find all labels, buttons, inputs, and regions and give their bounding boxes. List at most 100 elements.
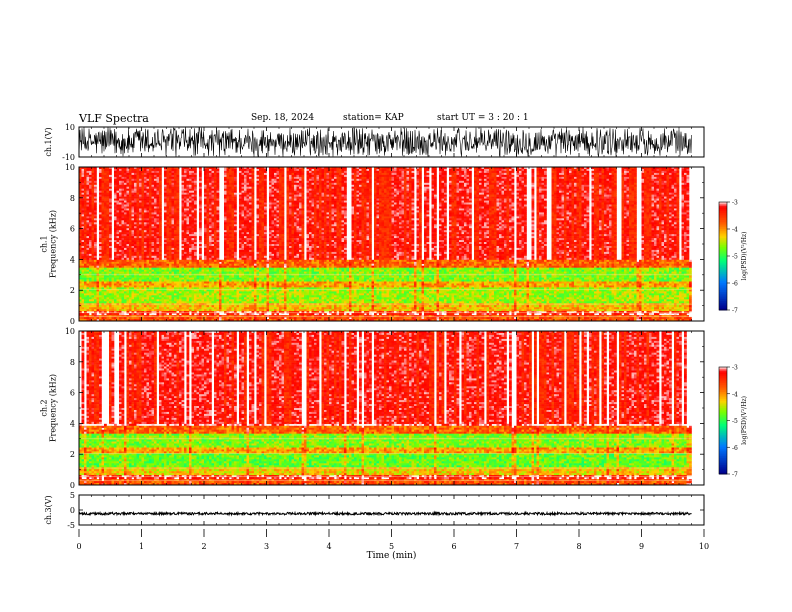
spectrogram-cell <box>84 189 87 191</box>
spectrogram-cell <box>112 303 115 305</box>
spectrogram-cell <box>87 218 90 220</box>
spectrogram-cell <box>84 299 87 301</box>
spectrogram-cell <box>92 264 95 266</box>
spectrogram-cell <box>87 189 90 191</box>
spectrogram-cell <box>97 317 100 319</box>
spectrogram-cell <box>92 205 95 207</box>
spectrogram-cell <box>102 226 105 228</box>
spectrogram-cell <box>109 222 112 224</box>
spectrogram-cell <box>114 289 117 291</box>
spectrogram-cell <box>99 230 102 232</box>
spectrogram-cell <box>104 195 107 197</box>
spectrogram-cell <box>107 236 110 238</box>
spectrogram-cell <box>92 234 95 236</box>
spectrogram-cell <box>114 313 117 315</box>
spectrogram-cell <box>109 299 112 301</box>
spectrogram-cell <box>89 299 92 301</box>
spectrogram-cell <box>89 248 92 250</box>
spectrogram-cell <box>92 309 95 311</box>
spectrogram-cell <box>94 187 97 189</box>
spectrogram-cell <box>89 295 92 297</box>
spectrogram-cell <box>89 218 92 220</box>
spectrogram-cell <box>84 295 87 297</box>
spectrogram-cell <box>82 173 85 175</box>
spectrogram-cell <box>82 309 85 311</box>
spectrogram-cell <box>82 297 85 299</box>
spectrogram-cell <box>102 197 105 199</box>
spectrogram-cell <box>84 311 87 313</box>
spectrogram-cell <box>99 214 102 216</box>
spectrogram-cell <box>109 228 112 230</box>
spectrogram-cell <box>114 175 117 177</box>
spectrogram-cell <box>84 268 87 270</box>
spectrogram-cell <box>112 280 115 282</box>
spectrogram-cell <box>89 307 92 309</box>
spectrogram-cell <box>82 181 85 183</box>
spectrogram-cell <box>107 205 110 207</box>
spectrogram-cell <box>94 181 97 183</box>
spectrogram-cell <box>109 183 112 185</box>
spectrogram-cell <box>82 179 85 181</box>
spectrogram-cell <box>87 250 90 252</box>
spectrogram-cell <box>107 248 110 250</box>
spectrogram-cell <box>87 264 90 266</box>
spectrogram-cell <box>94 179 97 181</box>
spectrogram-cell <box>104 220 107 222</box>
spectrogram-cell <box>92 191 95 193</box>
spectrogram-cell <box>92 197 95 199</box>
spectrogram-cell <box>102 248 105 250</box>
spectrogram-cell <box>84 297 87 299</box>
spectrogram-cell <box>82 189 85 191</box>
spectrogram-cell <box>112 276 115 278</box>
spectrogram-cell <box>87 173 90 175</box>
spectrogram-cell <box>114 291 117 293</box>
spectrogram-cell <box>94 210 97 212</box>
spectrogram-cell <box>114 250 117 252</box>
spectrogram-cell <box>109 212 112 214</box>
spectrogram-cell <box>104 238 107 240</box>
spectrogram-cell <box>102 189 105 191</box>
spectrogram-cell <box>104 284 107 286</box>
spectrogram-cell <box>114 238 117 240</box>
spectrogram-cell <box>92 248 95 250</box>
spectrogram-cell <box>104 258 107 260</box>
spectrogram-cell <box>89 210 92 212</box>
spectrogram-cell <box>107 295 110 297</box>
spectrogram-cell <box>84 214 87 216</box>
spectrogram-cell <box>89 242 92 244</box>
spectrogram-cell <box>89 280 92 282</box>
spectrogram-cell <box>94 242 97 244</box>
spectrogram-cell <box>107 268 110 270</box>
spectrogram-cell <box>82 307 85 309</box>
spectrogram-cell <box>99 268 102 270</box>
spectrogram-cell <box>109 305 112 307</box>
spectrogram-cell <box>109 289 112 291</box>
spectrogram-cell <box>107 191 110 193</box>
spectrogram-cell <box>94 282 97 284</box>
spectrogram-cell <box>104 234 107 236</box>
spectrogram-cell <box>89 205 92 207</box>
spectrogram-cell <box>99 248 102 250</box>
spectrogram-cell <box>82 207 85 209</box>
spectrogram-cell <box>92 222 95 224</box>
spectrogram-cell <box>102 266 105 268</box>
spectrogram-cell <box>99 244 102 246</box>
spectrogram-cell <box>114 205 117 207</box>
spectrogram-cell <box>99 238 102 240</box>
spectrogram-cell <box>102 305 105 307</box>
spectrogram-cell <box>107 179 110 181</box>
spectrogram-cell <box>107 197 110 199</box>
spectrogram-cell <box>99 179 102 181</box>
spectrogram-cell <box>104 252 107 254</box>
spectrogram-cell <box>114 220 117 222</box>
spectrogram-cell <box>84 234 87 236</box>
spectrogram-cell <box>94 195 97 197</box>
spectrogram-cell <box>107 203 110 205</box>
spectrogram-cell <box>104 210 107 212</box>
spectrogram-cell <box>104 214 107 216</box>
spectrogram-cell <box>102 210 105 212</box>
spectrogram-cell <box>107 299 110 301</box>
spectrogram-cell <box>107 303 110 305</box>
spectrogram-cell <box>84 181 87 183</box>
spectrogram-cell <box>109 203 112 205</box>
